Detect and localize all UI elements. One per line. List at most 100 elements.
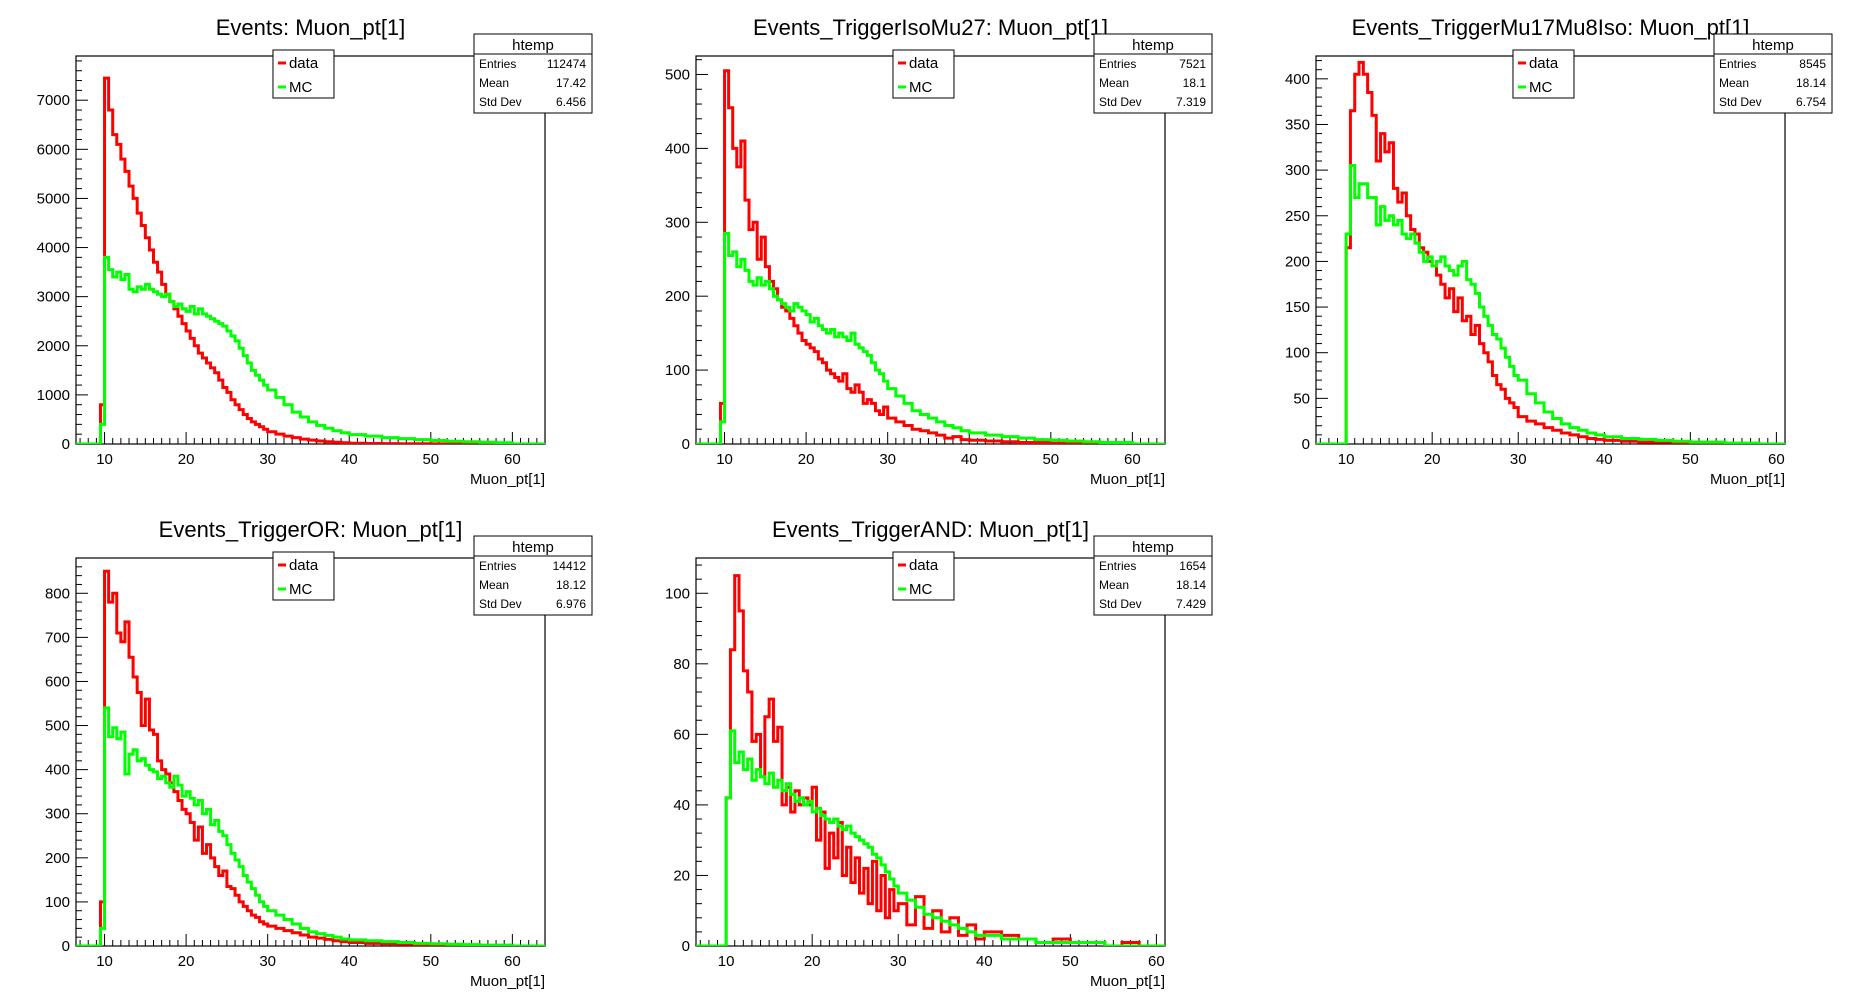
y-tick-label: 0	[62, 938, 70, 955]
x-tick-label: 30	[879, 451, 896, 468]
plot-frame	[75, 55, 546, 445]
y-tick-label: 5000	[37, 190, 70, 207]
stats-value: 18.12	[556, 578, 586, 592]
y-tick-label: 200	[665, 288, 690, 305]
histogram-panel-1: Events_TriggerIsoMu27: Muon_pt[1] 0 100 200…	[665, 15, 1213, 488]
y-tick-label: 300	[665, 214, 690, 231]
x-tick-label: 30	[1510, 451, 1527, 468]
stats-value: 7.429	[1176, 597, 1206, 611]
x-tick-label: 20	[1424, 451, 1441, 468]
x-tick-label: 50	[1042, 451, 1059, 468]
panel-title: Events_TriggerIsoMu27: Muon_pt[1]	[753, 15, 1108, 40]
x-tick-label: 40	[976, 953, 993, 970]
y-tick-label: 400	[1285, 71, 1310, 88]
y-tick-label: 3000	[37, 289, 70, 306]
legend-label: data	[289, 55, 319, 72]
y-tick-label: 0	[62, 436, 70, 453]
y-tick-label: 300	[1285, 162, 1310, 179]
histogram-panel-3: Events_TriggerOR: Muon_pt[1] 0 100 200 300 40…	[45, 517, 593, 990]
x-axis-label: Muon_pt[1]	[1090, 973, 1165, 990]
legend-label: data	[1529, 55, 1559, 72]
y-tick-label: 200	[1285, 253, 1310, 270]
x-tick-label: 50	[422, 451, 439, 468]
stats-box	[1713, 33, 1833, 114]
stats-value: 6.754	[1796, 95, 1826, 109]
panel-title: Events: Muon_pt[1]	[216, 15, 406, 40]
x-axis-label: Muon_pt[1]	[1710, 471, 1785, 488]
x-tick-label: 60	[1768, 451, 1785, 468]
stats-key: Entries	[1099, 57, 1136, 71]
legend-label: MC	[909, 581, 932, 598]
x-tick-label: 50	[1062, 953, 1079, 970]
y-tick-label: 500	[665, 66, 690, 83]
stats-value: 18.14	[1796, 76, 1826, 90]
y-tick-label: 400	[665, 140, 690, 157]
series-MC-histogram	[696, 231, 1165, 444]
x-tick-label: 30	[259, 953, 276, 970]
stats-key: Entries	[1099, 559, 1136, 573]
y-tick-label: 800	[45, 585, 70, 602]
panel-title: Events_TriggerAND: Muon_pt[1]	[772, 517, 1089, 542]
x-tick-label: 10	[716, 451, 733, 468]
x-axis-label: Muon_pt[1]	[1090, 471, 1165, 488]
y-tick-label: 100	[665, 362, 690, 379]
stats-key: Mean	[479, 76, 509, 90]
x-tick-label: 60	[1148, 953, 1165, 970]
stats-value: 14412	[553, 559, 587, 573]
legend-label: MC	[289, 79, 312, 96]
y-tick-label: 7000	[37, 92, 70, 109]
legend-box	[1512, 49, 1575, 99]
x-tick-label: 10	[1338, 451, 1355, 468]
x-tick-label: 10	[96, 953, 113, 970]
y-tick-label: 0	[682, 436, 690, 453]
y-tick-label: 600	[45, 673, 70, 690]
stats-box	[473, 33, 593, 114]
legend-label: MC	[1529, 79, 1552, 96]
plot-frame	[695, 557, 1166, 947]
stats-title: htemp	[1132, 539, 1174, 556]
stats-value: 18.1	[1183, 76, 1207, 90]
series-data-histogram	[696, 69, 1165, 444]
x-tick-label: 40	[341, 451, 358, 468]
y-tick-label: 400	[45, 762, 70, 779]
x-tick-label: 40	[1596, 451, 1613, 468]
legend-label: MC	[909, 79, 932, 96]
x-tick-label: 60	[1124, 451, 1141, 468]
y-tick-label: 50	[1293, 390, 1310, 407]
histogram-panel-0: Events: Muon_pt[1] 0 1000 2000 3000 4000 5000 6…	[37, 15, 593, 488]
x-tick-label: 60	[504, 451, 521, 468]
series-MC-histogram	[1316, 164, 1785, 444]
legend-label: data	[909, 55, 939, 72]
y-tick-label: 300	[45, 806, 70, 823]
stats-key: Std Dev	[1099, 597, 1142, 611]
series-data-histogram	[76, 76, 545, 444]
stats-title: htemp	[1752, 37, 1794, 54]
legend-label: MC	[289, 581, 312, 598]
y-tick-label: 20	[673, 867, 690, 884]
x-tick-label: 20	[804, 953, 821, 970]
series-data-histogram	[696, 574, 1165, 946]
stats-key: Std Dev	[479, 597, 522, 611]
x-tick-label: 50	[422, 953, 439, 970]
x-axis-label: Muon_pt[1]	[470, 973, 545, 990]
plot-frame	[1315, 55, 1786, 445]
y-tick-label: 100	[45, 894, 70, 911]
y-tick-label: 80	[673, 656, 690, 673]
stats-key: Mean	[1719, 76, 1749, 90]
stats-key: Entries	[479, 57, 516, 71]
stats-value: 7521	[1179, 57, 1206, 71]
series-data-histogram	[76, 569, 545, 946]
x-tick-label: 20	[178, 953, 195, 970]
y-tick-label: 350	[1285, 116, 1310, 133]
stats-value: 7.319	[1176, 95, 1206, 109]
panel-title: Events_TriggerOR: Muon_pt[1]	[159, 517, 463, 542]
y-tick-label: 1000	[37, 387, 70, 404]
series-MC-histogram	[76, 255, 545, 444]
x-tick-label: 30	[890, 953, 907, 970]
stats-box	[1093, 33, 1213, 114]
stats-box	[1093, 535, 1213, 616]
stats-title: htemp	[512, 37, 554, 54]
stats-value: 6.976	[556, 597, 586, 611]
x-tick-label: 20	[798, 451, 815, 468]
